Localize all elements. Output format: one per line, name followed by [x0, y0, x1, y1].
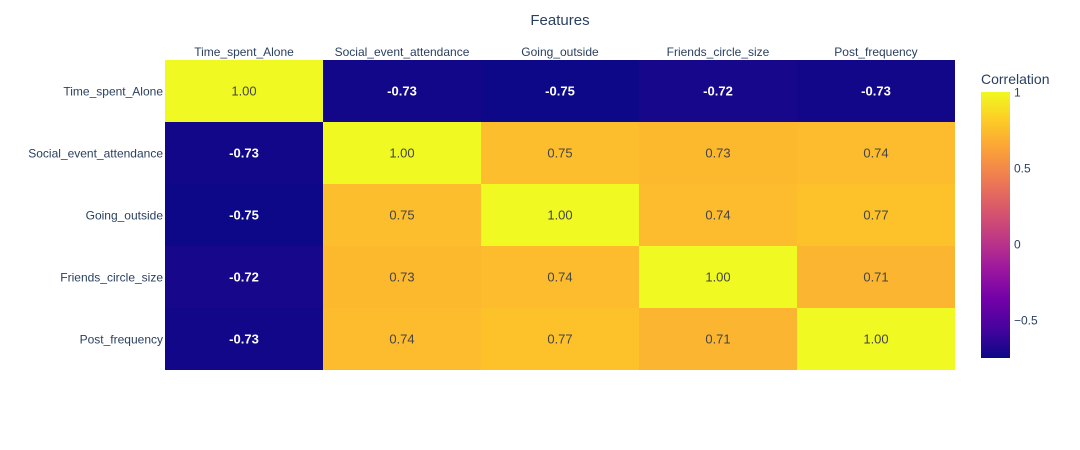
- colorbar-tick-label: 0: [1014, 238, 1021, 252]
- cell-value-label: 0.74: [389, 332, 414, 347]
- cell-value-label: -0.73: [387, 84, 417, 99]
- cell-value-label: 1.00: [547, 208, 572, 223]
- cell-value-label: -0.73: [229, 146, 259, 161]
- cell-value-label: 0.74: [705, 208, 730, 223]
- cell-value-label: -0.72: [229, 270, 259, 285]
- colorbar: Correlation 1 0.5 0 −0.5: [981, 71, 1049, 358]
- heatmap-cell: [165, 246, 323, 308]
- y-tick-label: Post_frequency: [80, 333, 163, 347]
- heatmap-cells: 1.00 -0.73 -0.75 -0.72 -0.73 -0.73 1.00 0.75 0.7…: [165, 60, 955, 370]
- x-tick-label: Social_event_attendance: [335, 45, 470, 59]
- heatmap-cell: [323, 308, 481, 370]
- cell-value-label: -0.75: [545, 84, 575, 99]
- y-axis-labels: Time_spent_Alone Social_event_attendance G…: [28, 85, 163, 347]
- cell-value-label: 0.73: [705, 146, 730, 161]
- heatmap-cell: [639, 308, 797, 370]
- cell-value-label: 0.77: [863, 208, 888, 223]
- heatmap-cell: [797, 60, 955, 122]
- x-tick-label: Going_outside: [521, 45, 599, 59]
- cell-value-label: 1.00: [389, 146, 414, 161]
- heatmap-cell: [165, 184, 323, 246]
- cell-value-label: 0.73: [389, 270, 414, 285]
- x-tick-label: Time_spent_Alone: [194, 45, 294, 59]
- y-tick-label: Social_event_attendance: [28, 147, 163, 161]
- heatmap-cell: [481, 308, 639, 370]
- heatmap-cell: [165, 122, 323, 184]
- heatmap-cell: [165, 308, 323, 370]
- x-tick-label: Friends_circle_size: [667, 45, 770, 59]
- heatmap-cell: [639, 246, 797, 308]
- heatmap-cell: [797, 122, 955, 184]
- heatmap-cell: [323, 246, 481, 308]
- y-tick-label: Time_spent_Alone: [63, 85, 163, 99]
- cell-value-label: 0.71: [705, 332, 730, 347]
- cell-value-label: 1.00: [231, 84, 256, 99]
- colorbar-tick-label: −0.5: [1014, 314, 1038, 328]
- colorbar-tick-label: 1: [1014, 86, 1021, 100]
- heatmap-cell: [323, 184, 481, 246]
- heatmap-cell: [797, 184, 955, 246]
- colorbar-title: Correlation: [981, 71, 1049, 87]
- heatmap-cell: [481, 246, 639, 308]
- heatmap-cell: [639, 122, 797, 184]
- x-axis-labels: Time_spent_Alone Social_event_attendance G…: [194, 45, 918, 59]
- heatmap-cell: [323, 60, 481, 122]
- cell-value-label: -0.73: [861, 84, 891, 99]
- chart-title: Features: [530, 12, 589, 29]
- y-tick-label: Going_outside: [86, 209, 164, 223]
- cell-value-label: -0.72: [703, 84, 733, 99]
- cell-value-label: 0.75: [389, 208, 414, 223]
- cell-value-label: 0.74: [547, 270, 572, 285]
- colorbar-gradient: [981, 92, 1010, 358]
- heatmap-cell: [797, 308, 955, 370]
- heatmap-cell: [639, 60, 797, 122]
- colorbar-ticks: 1 0.5 0 −0.5: [1014, 86, 1038, 328]
- heatmap-cell: [481, 122, 639, 184]
- cell-value-label: -0.75: [229, 208, 259, 223]
- heatmap-cell: [481, 184, 639, 246]
- heatmap-cell: [165, 60, 323, 122]
- colorbar-tick-label: 0.5: [1014, 162, 1031, 176]
- cell-value-label: 0.71: [863, 270, 888, 285]
- cell-value-label: 0.77: [547, 332, 572, 347]
- heatmap-cell: [323, 122, 481, 184]
- cell-value-label: 0.75: [547, 146, 572, 161]
- cell-value-label: -0.73: [229, 332, 259, 347]
- heatmap-cell: [639, 184, 797, 246]
- x-tick-label: Post_frequency: [834, 45, 917, 59]
- y-tick-label: Friends_circle_size: [60, 271, 163, 285]
- cell-value-label: 1.00: [863, 332, 888, 347]
- cell-value-label: 1.00: [705, 270, 730, 285]
- cell-value-label: 0.74: [863, 146, 888, 161]
- heatmap-cell: [481, 60, 639, 122]
- heatmap-cell: [797, 246, 955, 308]
